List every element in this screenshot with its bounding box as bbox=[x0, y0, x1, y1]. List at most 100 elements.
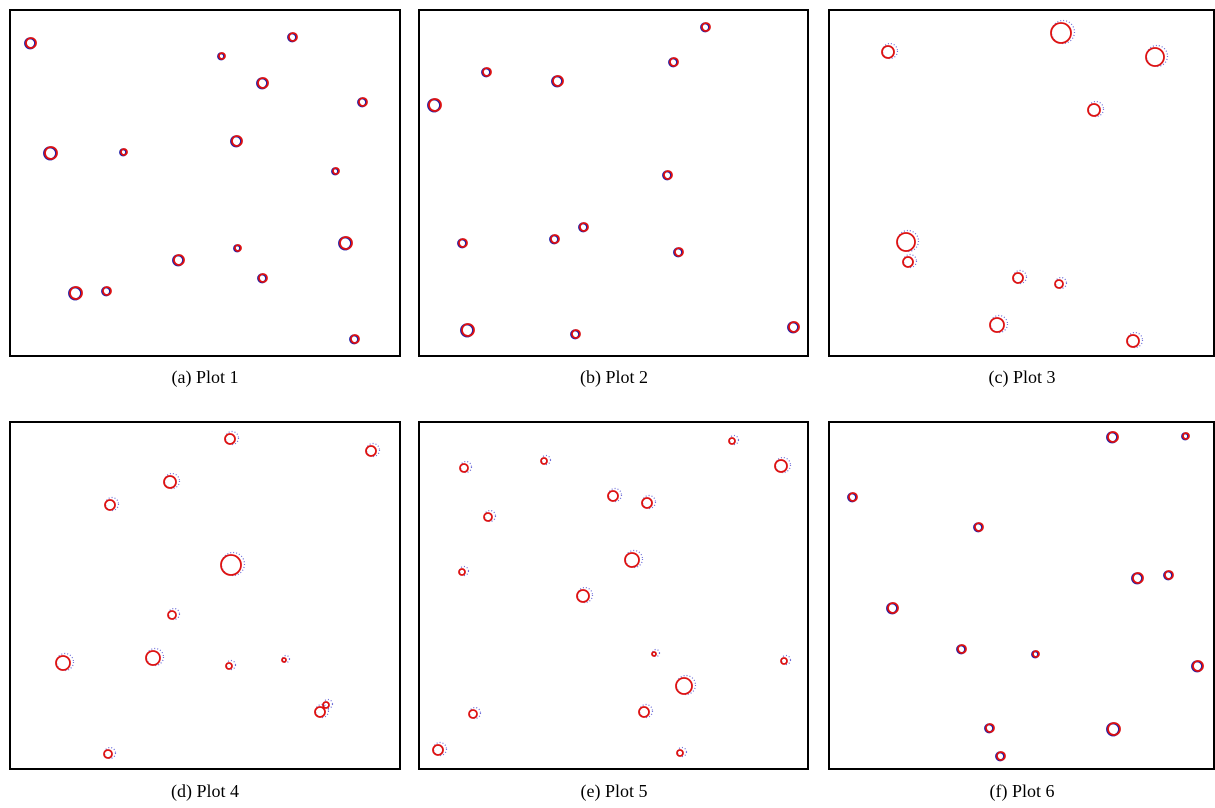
panel-caption: (a) Plot 1 bbox=[172, 367, 239, 388]
particle-ring bbox=[1032, 650, 1040, 658]
particle-ring bbox=[624, 552, 640, 568]
particle-ring bbox=[1087, 100, 1105, 118]
particle-ring bbox=[902, 256, 914, 268]
particle-ring bbox=[459, 460, 473, 474]
panel-frame bbox=[9, 9, 401, 357]
particle-ring bbox=[163, 472, 181, 490]
particle-ring bbox=[1054, 276, 1068, 290]
particle-ring bbox=[428, 98, 442, 112]
panel-caption: (e) Plot 5 bbox=[581, 781, 648, 802]
particle-ring bbox=[728, 437, 736, 445]
particle-ring bbox=[1192, 660, 1204, 672]
particle-ring bbox=[104, 499, 116, 511]
particle-ring bbox=[974, 522, 984, 532]
particle-ring bbox=[1164, 570, 1174, 580]
particle-ring bbox=[120, 148, 128, 156]
particle-ring bbox=[461, 323, 475, 337]
particle-ring bbox=[25, 37, 37, 49]
particle-ring bbox=[540, 454, 552, 466]
panel-caption: (d) Plot 4 bbox=[171, 781, 239, 802]
particle-ring bbox=[887, 602, 899, 614]
particle-ring bbox=[780, 654, 792, 666]
particle-ring bbox=[173, 254, 185, 266]
particle-ring bbox=[102, 286, 112, 296]
particle-ring bbox=[675, 674, 697, 696]
particle-ring bbox=[1126, 331, 1144, 349]
particle-ring bbox=[220, 551, 246, 577]
particle-ring bbox=[339, 236, 353, 250]
particle-ring bbox=[350, 334, 360, 344]
particle-ring bbox=[458, 565, 470, 577]
particle-ring bbox=[571, 329, 581, 339]
particle-ring bbox=[1054, 279, 1064, 289]
panel-caption: (f) Plot 6 bbox=[990, 781, 1055, 802]
particle-ring bbox=[225, 662, 233, 670]
particle-ring bbox=[257, 77, 269, 89]
particle-ring bbox=[674, 247, 684, 257]
particle-ring bbox=[482, 67, 492, 77]
particle-ring bbox=[234, 244, 242, 252]
particle-ring bbox=[365, 445, 377, 457]
particle-ring bbox=[314, 706, 326, 718]
particle-ring bbox=[358, 97, 368, 107]
particle-ring bbox=[1145, 44, 1169, 68]
particle-ring bbox=[1182, 432, 1190, 440]
particle-ring bbox=[281, 654, 291, 664]
particle-ring bbox=[676, 749, 684, 757]
particle-ring bbox=[896, 229, 920, 253]
particle-ring bbox=[458, 568, 466, 576]
particle-ring bbox=[103, 749, 113, 759]
particle-ring bbox=[881, 42, 899, 60]
particle-ring bbox=[281, 657, 287, 663]
particle-ring bbox=[641, 497, 653, 509]
particle-ring bbox=[1050, 19, 1076, 45]
particle-ring bbox=[458, 238, 468, 248]
particle-ring bbox=[985, 723, 995, 733]
panel-frame bbox=[9, 421, 401, 770]
particle-ring bbox=[676, 746, 688, 758]
particle-ring bbox=[540, 457, 548, 465]
particle-ring bbox=[163, 475, 177, 489]
particle-ring bbox=[483, 509, 497, 523]
particle-ring bbox=[896, 232, 916, 252]
particle-ring bbox=[701, 22, 711, 32]
particle-ring bbox=[675, 677, 693, 695]
particle-ring bbox=[44, 146, 58, 160]
panel-frame bbox=[828, 9, 1215, 357]
particle-ring bbox=[579, 222, 589, 232]
panel-frame bbox=[828, 421, 1215, 770]
particle-ring bbox=[167, 607, 181, 621]
particle-ring bbox=[1050, 22, 1072, 44]
particle-ring bbox=[989, 314, 1009, 334]
particle-ring bbox=[69, 286, 83, 300]
particle-ring bbox=[224, 433, 236, 445]
particle-ring bbox=[774, 456, 792, 474]
particle-ring bbox=[638, 706, 650, 718]
panel-frame bbox=[418, 9, 809, 357]
particle-ring bbox=[576, 586, 594, 604]
particle-ring bbox=[957, 644, 967, 654]
particle-ring bbox=[468, 706, 482, 720]
particle-ring bbox=[1145, 47, 1165, 67]
particle-ring bbox=[788, 321, 800, 333]
particle-ring bbox=[996, 751, 1006, 761]
particle-ring bbox=[1126, 334, 1140, 348]
particle-ring bbox=[651, 651, 657, 657]
particle-ring bbox=[1107, 431, 1119, 443]
particle-ring bbox=[651, 648, 661, 658]
particle-ring bbox=[780, 657, 788, 665]
particle-ring bbox=[432, 744, 444, 756]
particle-ring bbox=[225, 659, 237, 671]
particle-ring bbox=[332, 167, 340, 175]
particle-ring bbox=[483, 512, 493, 522]
particle-ring bbox=[550, 234, 560, 244]
particle-ring bbox=[258, 273, 268, 283]
panel-caption: (c) Plot 3 bbox=[989, 367, 1056, 388]
particle-ring bbox=[459, 463, 469, 473]
particle-ring bbox=[1012, 272, 1024, 284]
particle-ring bbox=[145, 647, 165, 667]
panel-frame bbox=[418, 421, 809, 770]
particle-ring bbox=[663, 170, 673, 180]
